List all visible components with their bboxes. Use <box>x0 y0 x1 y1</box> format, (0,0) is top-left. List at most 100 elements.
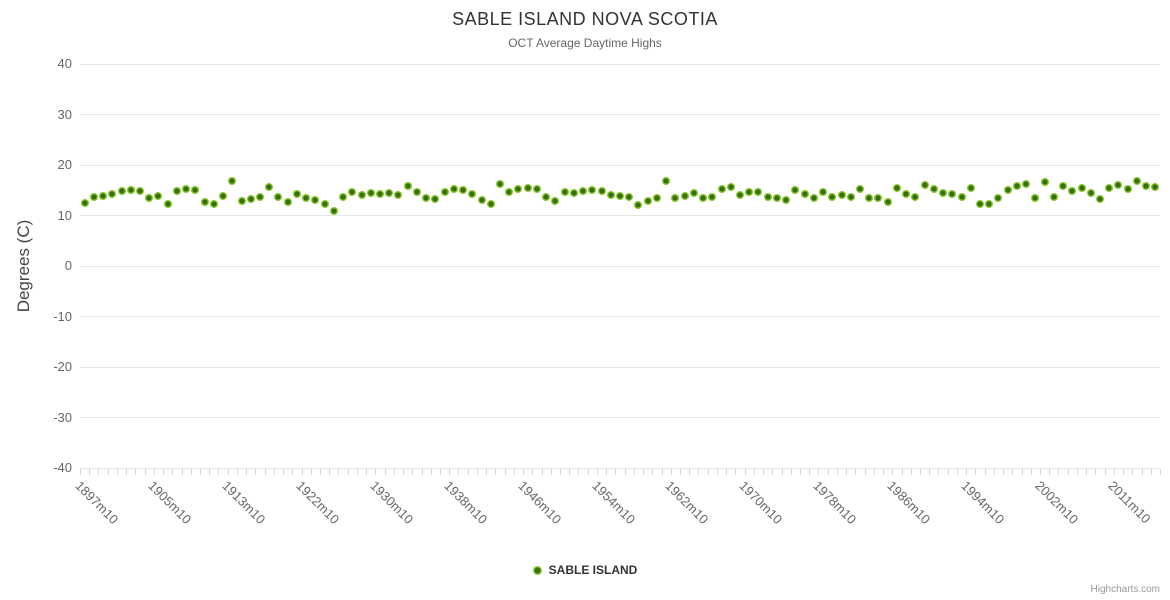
data-point[interactable] <box>736 190 744 199</box>
data-point[interactable] <box>117 187 126 196</box>
data-point[interactable] <box>320 200 329 209</box>
data-point[interactable] <box>976 200 984 209</box>
data-point[interactable] <box>108 190 117 199</box>
data-point[interactable] <box>689 189 698 198</box>
data-point[interactable] <box>366 189 375 198</box>
data-point[interactable] <box>468 190 477 199</box>
data-point[interactable] <box>191 186 200 195</box>
data-point[interactable] <box>699 194 708 203</box>
data-point[interactable] <box>339 192 348 201</box>
data-point[interactable] <box>163 200 172 209</box>
data-point[interactable] <box>412 188 421 197</box>
data-point[interactable] <box>892 183 901 192</box>
data-point[interactable] <box>551 196 560 205</box>
data-point[interactable] <box>274 193 283 202</box>
data-point[interactable] <box>302 194 311 203</box>
data-point[interactable] <box>994 194 1003 203</box>
data-point[interactable] <box>1096 194 1104 203</box>
data-point[interactable] <box>329 206 338 215</box>
data-point[interactable] <box>228 177 237 186</box>
data-point[interactable] <box>431 195 440 204</box>
data-point[interactable] <box>782 196 791 205</box>
data-point[interactable] <box>542 192 551 201</box>
data-point[interactable] <box>348 188 357 197</box>
data-point[interactable] <box>800 190 809 199</box>
data-point[interactable] <box>680 191 689 200</box>
data-point[interactable] <box>292 190 301 199</box>
data-point[interactable] <box>1059 181 1068 190</box>
data-point[interactable] <box>579 186 588 195</box>
data-point[interactable] <box>671 194 680 203</box>
data-point[interactable] <box>89 192 98 201</box>
data-point[interactable] <box>1012 181 1021 190</box>
data-point[interactable] <box>929 185 938 194</box>
data-point[interactable] <box>856 185 864 194</box>
data-point[interactable] <box>883 197 892 206</box>
data-point[interactable] <box>1132 176 1141 185</box>
data-point[interactable] <box>182 185 191 194</box>
data-point[interactable] <box>1151 182 1160 191</box>
data-point[interactable] <box>745 188 754 197</box>
data-point[interactable] <box>172 186 181 195</box>
data-point[interactable] <box>588 186 597 195</box>
data-point[interactable] <box>708 192 717 201</box>
data-point[interactable] <box>1003 186 1012 195</box>
data-point[interactable] <box>939 189 948 198</box>
data-point[interactable] <box>357 190 366 199</box>
data-point[interactable] <box>902 190 911 199</box>
data-point[interactable] <box>1049 192 1058 201</box>
legend-label[interactable]: SABLE ISLAND <box>548 563 638 577</box>
data-point[interactable] <box>837 190 846 199</box>
data-point[interactable] <box>569 188 578 197</box>
data-point[interactable] <box>634 200 643 209</box>
data-point[interactable] <box>920 181 929 190</box>
data-point[interactable] <box>791 186 800 195</box>
data-point[interactable] <box>597 186 606 195</box>
data-point[interactable] <box>80 199 89 208</box>
data-point[interactable] <box>662 176 671 185</box>
data-point[interactable] <box>874 193 883 202</box>
data-point[interactable] <box>154 191 163 200</box>
data-point[interactable] <box>1077 184 1086 193</box>
data-point[interactable] <box>985 200 994 209</box>
data-point[interactable] <box>1123 184 1132 193</box>
data-point[interactable] <box>1114 180 1123 189</box>
data-point[interactable] <box>376 190 384 199</box>
data-point[interactable] <box>209 199 218 208</box>
data-point[interactable] <box>283 198 292 207</box>
data-point[interactable] <box>246 195 255 204</box>
data-point[interactable] <box>505 187 514 196</box>
data-point[interactable] <box>726 183 735 192</box>
legend-item[interactable]: SABLE ISLAND <box>0 563 1170 577</box>
data-point[interactable] <box>966 183 975 192</box>
data-point[interactable] <box>772 194 781 203</box>
data-point[interactable] <box>606 190 615 199</box>
data-point[interactable] <box>828 192 837 201</box>
data-point[interactable] <box>440 187 449 196</box>
data-point[interactable] <box>486 200 495 209</box>
data-point[interactable] <box>643 196 652 205</box>
data-point[interactable] <box>126 186 135 195</box>
data-point[interactable] <box>99 191 108 200</box>
data-point[interactable] <box>911 192 920 201</box>
data-point[interactable] <box>523 184 532 193</box>
data-point[interactable] <box>200 198 209 207</box>
data-point[interactable] <box>403 181 412 190</box>
data-point[interactable] <box>422 194 431 203</box>
data-point[interactable] <box>819 187 828 196</box>
data-point[interactable] <box>311 195 320 204</box>
data-point[interactable] <box>717 185 726 194</box>
data-point[interactable] <box>865 194 874 203</box>
data-point[interactable] <box>1105 183 1114 192</box>
data-point[interactable] <box>532 184 541 193</box>
data-point[interactable] <box>237 196 246 205</box>
data-point[interactable] <box>1022 180 1031 189</box>
data-point[interactable] <box>496 179 504 188</box>
data-point[interactable] <box>477 195 486 204</box>
data-point[interactable] <box>763 192 772 201</box>
data-point[interactable] <box>560 187 569 196</box>
data-point[interactable] <box>846 192 855 201</box>
data-point[interactable] <box>145 193 154 202</box>
data-point[interactable] <box>256 192 264 201</box>
data-point[interactable] <box>625 193 634 202</box>
